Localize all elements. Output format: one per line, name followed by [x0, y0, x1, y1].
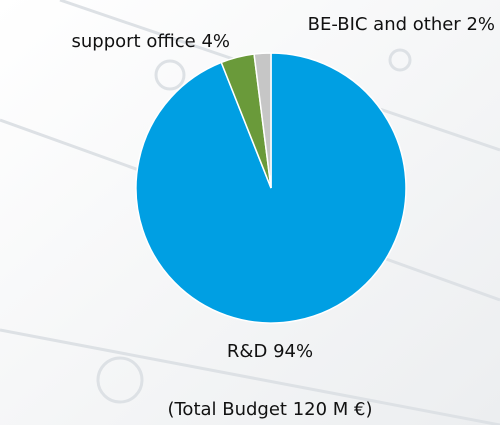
slice-label: BE-BIC and other 2% — [308, 14, 495, 35]
slice-value: 94% — [273, 341, 313, 362]
slice-label: R&D 94% — [227, 341, 313, 362]
slice-label: support office 4% — [71, 31, 230, 52]
slice-value: 4% — [201, 31, 230, 52]
slice-category: R&D — [227, 341, 267, 362]
slice-value: 2% — [466, 14, 495, 35]
slice-category: support office — [71, 31, 195, 52]
slice-category: BE-BIC and other — [308, 14, 462, 35]
subtitle: (Total Budget 120 M €) — [167, 399, 372, 420]
pie-slice — [253, 52, 272, 189]
